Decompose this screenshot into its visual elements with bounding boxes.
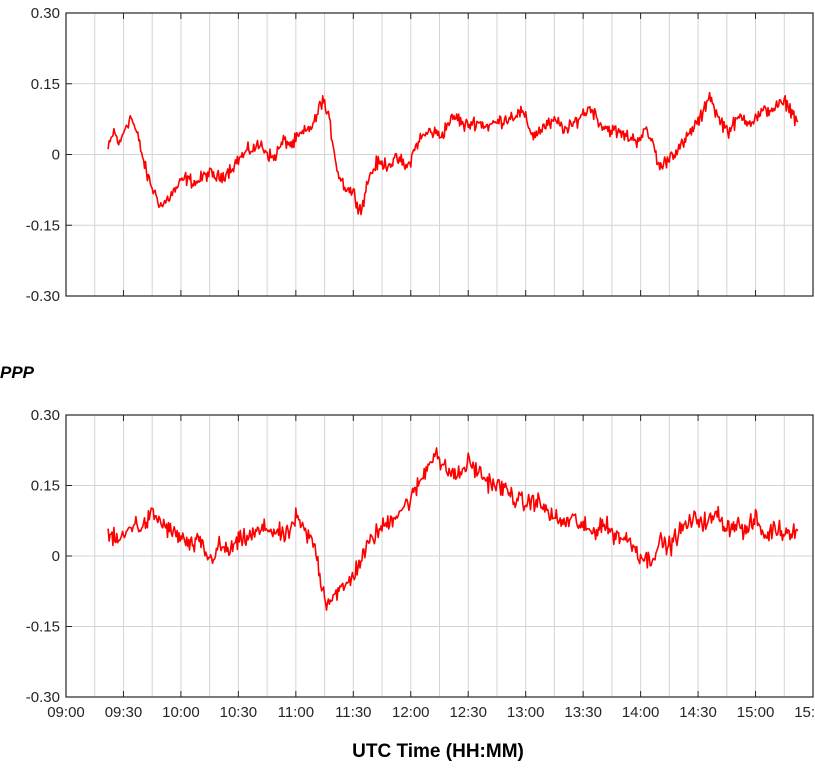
- y-tick-label: 0: [52, 147, 60, 164]
- series-line: [107, 91, 799, 216]
- y-tick-label: 0.15: [31, 478, 60, 495]
- plot-frame: [65, 414, 814, 698]
- x-tick-label: 10:00: [162, 704, 200, 721]
- x-tick-label: 12:00: [392, 704, 430, 721]
- top-panel: 0.30 0.15 0 -0.15 -0.30: [26, 5, 814, 305]
- y-tick-label: -0.15: [26, 217, 60, 234]
- y-tick-label: -0.30: [26, 288, 60, 305]
- y-tick-label: -0.15: [26, 619, 60, 636]
- x-tick-label: 11:00: [278, 704, 314, 721]
- x-tick-label: 15:30: [794, 704, 815, 721]
- panel-label-ppp: PPP: [0, 363, 35, 382]
- x-tick-label: 13:00: [507, 704, 545, 721]
- x-axis-label: UTC Time (HH:MM): [352, 741, 524, 762]
- x-tick-label: 09:30: [105, 704, 143, 721]
- x-tick-label: 09:00: [47, 704, 85, 721]
- x-tick-label: 13:30: [564, 704, 602, 721]
- x-tick-label: 14:30: [679, 704, 717, 721]
- y-tick-label: 0.30: [31, 407, 60, 424]
- x-tick-label: 12:30: [449, 704, 487, 721]
- y-tick-label: 0.30: [31, 5, 60, 22]
- series-line: [107, 447, 799, 611]
- x-tick-label: 10:30: [220, 704, 258, 721]
- y-tick-label: 0.15: [31, 76, 60, 93]
- x-tick-label: 15:00: [737, 704, 775, 721]
- y-tick-label: -0.30: [26, 689, 60, 706]
- y-tick-label: 0: [52, 548, 60, 565]
- x-tick-label: 11:30: [335, 704, 371, 721]
- plot-frame: [65, 12, 814, 297]
- x-tick-label: 14:00: [622, 704, 660, 721]
